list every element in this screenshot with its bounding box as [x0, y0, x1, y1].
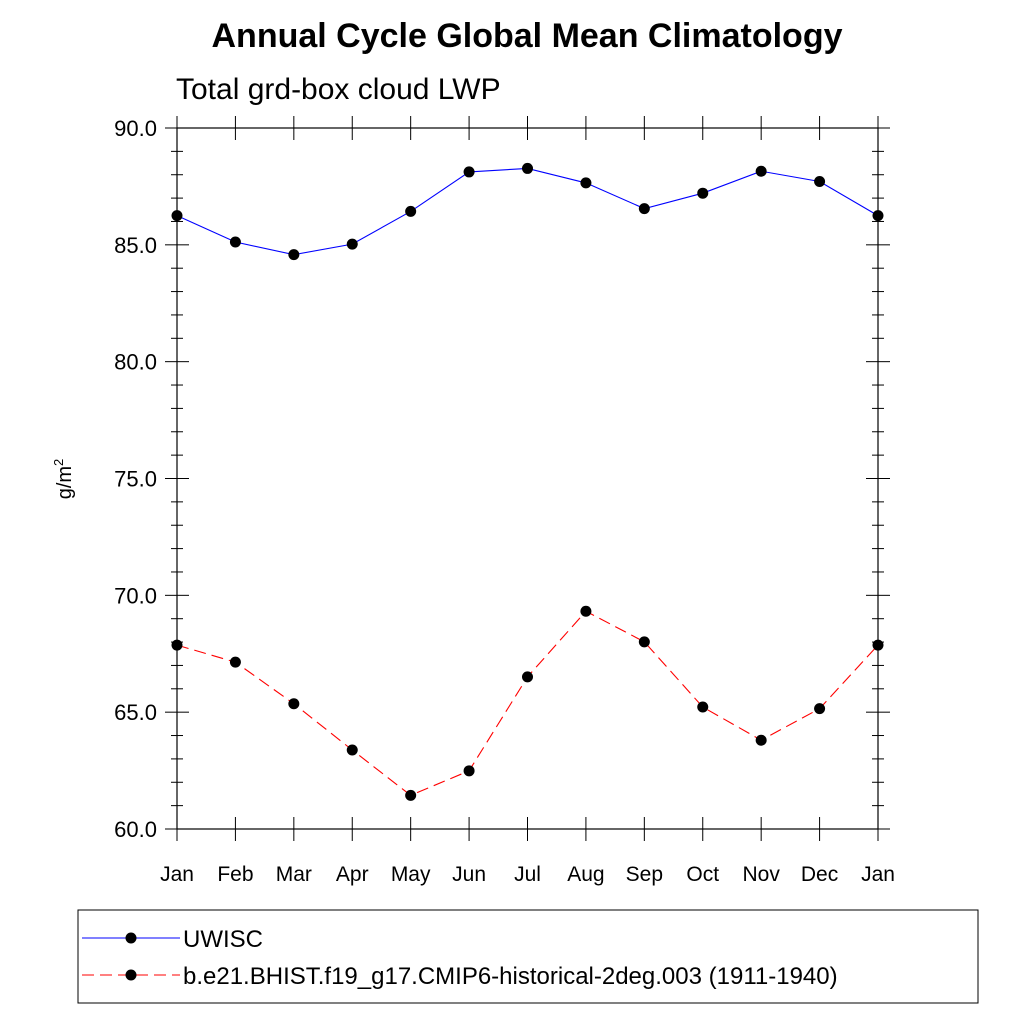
y-tick-label: 75.0: [114, 467, 157, 492]
legend-swatch-marker: [125, 969, 137, 981]
y-axis-label-text: g/m: [54, 466, 76, 499]
data-point: [638, 203, 650, 215]
y-tick-label: 70.0: [114, 583, 157, 608]
data-point: [522, 162, 533, 174]
y-axis-label: g/m2: [51, 459, 76, 500]
legend: UWISC b.e21.BHIST.f19_g17.CMIP6-historica…: [82, 926, 838, 990]
legend-swatch-marker: [125, 932, 137, 944]
tick-marks: [165, 116, 890, 841]
y-tick-label: 90.0: [114, 116, 157, 141]
data-point: [346, 744, 358, 756]
data-point: [229, 236, 241, 248]
data-point: [697, 187, 709, 199]
y-tick-labels: 60.0 65.0 70.0 75.0 80.0 85.0 90.0: [114, 116, 157, 842]
data-point: [463, 765, 475, 777]
x-tick-label: Aug: [567, 863, 604, 886]
x-tick-label: Oct: [686, 863, 719, 886]
data-point: [580, 177, 592, 189]
data-point: [171, 639, 183, 651]
chart-title: Annual Cycle Global Mean Climatology: [212, 17, 843, 55]
data-point: [171, 210, 183, 222]
data-point: [288, 249, 300, 261]
x-tick-label: May: [391, 863, 431, 886]
data-point: [580, 605, 592, 617]
series-1: [171, 162, 884, 261]
y-axis-label-superscript: 2: [51, 459, 66, 466]
x-tick-label: Dec: [801, 863, 838, 886]
legend-label: UWISC: [183, 926, 263, 953]
x-tick-label: Apr: [336, 863, 369, 886]
data-point: [288, 698, 300, 710]
x-tick-label: Mar: [276, 863, 312, 886]
series-line: [176, 610, 879, 796]
x-tick-label: Jun: [452, 863, 486, 886]
chart-subtitle: Total grd-box cloud LWP: [176, 73, 501, 106]
x-tick-label: Feb: [217, 863, 253, 886]
x-tick-label: Nov: [742, 863, 780, 886]
y-tick-label: 60.0: [114, 817, 157, 842]
y-tick-label: 85.0: [114, 233, 157, 258]
x-tick-label: Jul: [514, 863, 541, 886]
y-tick-label: 80.0: [114, 350, 157, 375]
legend-box: [77, 909, 979, 1004]
data-point: [814, 703, 826, 715]
x-tick-label: Sep: [626, 863, 663, 886]
plot-frame: [176, 127, 879, 830]
x-tick-labels: Jan Feb Mar Apr May Jun Jul Aug Sep Oct Nov Dec Jan: [160, 863, 895, 886]
data-point: [872, 210, 884, 222]
x-tick-label: Jan: [160, 863, 194, 886]
svg-text:g/m2: g/m2: [51, 459, 76, 500]
data-point: [697, 701, 709, 713]
legend-label: b.e21.BHIST.f19_g17.CMIP6-historical-2de…: [183, 963, 838, 990]
series-line: [176, 167, 879, 256]
data-point: [522, 671, 533, 683]
series: [171, 162, 884, 801]
series-2: [171, 605, 884, 801]
data-point: [814, 176, 826, 188]
x-tick-label: Jan: [861, 863, 895, 886]
data-point: [463, 166, 475, 178]
data-point: [872, 639, 884, 651]
data-point: [229, 656, 241, 668]
data-point: [346, 238, 358, 250]
data-point: [755, 165, 767, 177]
data-point: [405, 789, 417, 801]
y-tick-label: 65.0: [114, 700, 157, 725]
data-point: [638, 636, 650, 648]
axes: [176, 127, 879, 830]
data-point: [405, 205, 417, 217]
data-point: [755, 734, 767, 746]
